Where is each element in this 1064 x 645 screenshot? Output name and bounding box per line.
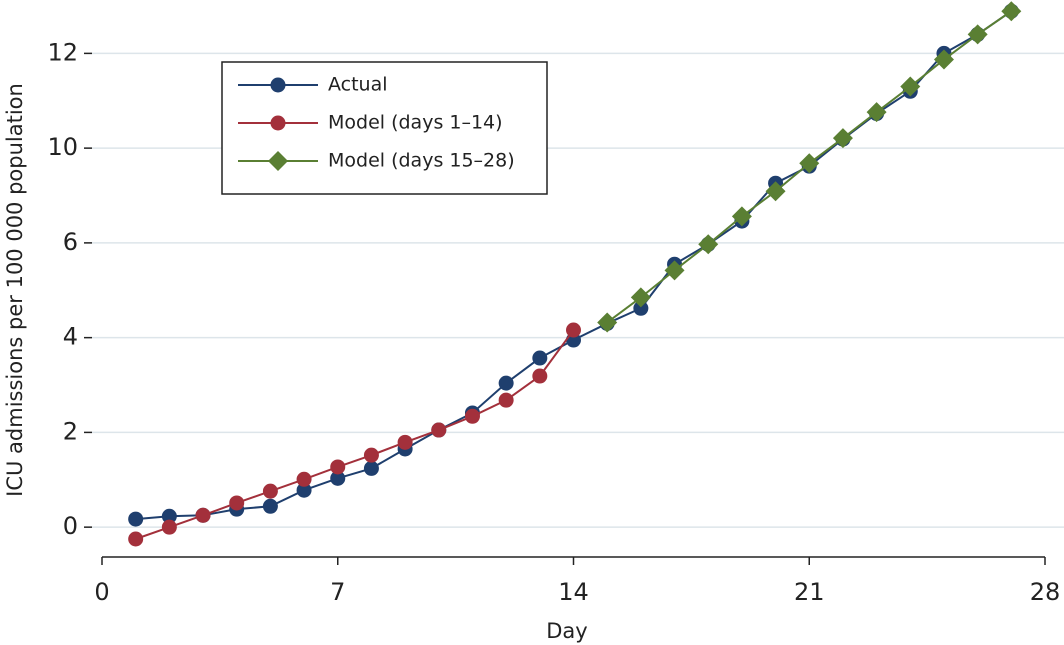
circle-marker — [128, 531, 144, 547]
circle-marker — [431, 422, 447, 438]
diamond-marker — [731, 206, 752, 227]
legend: Actual Model (days 1–14) Model (days 15–28… — [221, 61, 548, 195]
circle-marker — [270, 115, 286, 131]
diamond-marker — [967, 24, 988, 45]
circle-marker — [330, 459, 346, 475]
circle-marker — [262, 498, 278, 514]
x-tick-label: 21 — [794, 578, 825, 606]
x-tick-label: 14 — [558, 578, 589, 606]
diamond-marker — [597, 312, 618, 333]
diamond-marker — [664, 260, 685, 281]
circle-marker — [161, 519, 177, 535]
diamond-marker — [900, 76, 921, 97]
diamond-marker — [630, 287, 651, 308]
diamond-marker — [933, 49, 954, 70]
diamond-marker — [799, 153, 820, 174]
circle-marker — [633, 300, 649, 316]
series-line — [135, 329, 575, 540]
circle-marker — [296, 471, 312, 487]
circle-marker — [363, 447, 379, 463]
y-tick-label: 10 — [47, 133, 78, 161]
circle-marker — [363, 460, 379, 476]
circle-marker — [532, 368, 548, 384]
circle-marker — [498, 375, 514, 391]
diamond-marker — [1001, 1, 1022, 22]
y-tick-label: 6 — [63, 228, 78, 256]
y-axis-label: ICU admissions per 100 000 population — [3, 83, 27, 497]
diamond-marker — [832, 128, 853, 149]
circle-marker — [397, 434, 413, 450]
circle-marker — [464, 408, 480, 424]
x-tick-label: 28 — [1030, 578, 1061, 606]
circle-marker — [262, 483, 278, 499]
y-tick-label: 12 — [47, 38, 78, 66]
x-tick-label: 0 — [94, 578, 109, 606]
diamond-marker — [765, 181, 786, 202]
circle-marker — [270, 77, 286, 93]
diamond-marker — [698, 234, 719, 255]
x-tick-label: 7 — [330, 578, 345, 606]
legend-label: Model (days 1–14) — [328, 112, 503, 134]
diamond-marker — [866, 102, 887, 123]
circle-marker — [296, 482, 312, 498]
circle-marker — [532, 350, 548, 366]
circle-marker — [195, 507, 211, 523]
circle-marker — [128, 511, 144, 527]
y-tick-label: 2 — [63, 417, 78, 445]
diamond-marker — [268, 151, 288, 171]
y-tick-label: 4 — [63, 323, 78, 351]
legend-label: Model (days 15–28) — [328, 150, 515, 172]
circle-marker — [161, 508, 177, 524]
x-axis-label: Day — [546, 619, 587, 643]
circle-marker — [566, 322, 581, 338]
circle-marker — [229, 495, 245, 511]
y-tick-label: 0 — [63, 512, 78, 540]
legend-label: Actual — [328, 74, 388, 96]
circle-marker — [498, 392, 514, 408]
circle-marker — [330, 470, 346, 486]
